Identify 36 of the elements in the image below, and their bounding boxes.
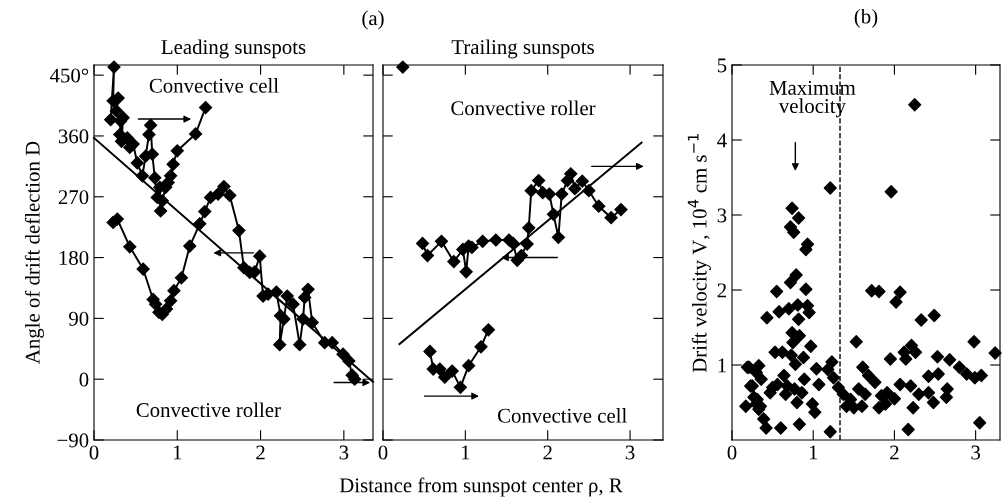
annotation: Convective cell — [497, 408, 627, 423]
y-tick-label: 4 — [717, 133, 727, 148]
annotation: Convective roller — [451, 100, 596, 116]
annotation: Convective cell — [149, 78, 279, 93]
y-tick-label: 180 — [59, 250, 89, 265]
x-tick-label: 1 — [809, 445, 818, 460]
x-tick-label: 3 — [971, 445, 981, 460]
y-tick-label: 0 — [79, 372, 89, 387]
y-tick-label: 3 — [717, 208, 727, 223]
annotation: Convective roller — [136, 402, 281, 418]
y-tick-label: 1 — [718, 358, 726, 373]
chart-title: (b) — [854, 8, 878, 28]
y-tick-label: 360 — [58, 129, 89, 144]
y-axis-title: Angle of drift deflection D — [24, 141, 44, 364]
y-axis-title: Drift velocity V, 10$^{4}$ cm s$^{−1}$ — [687, 134, 711, 373]
x-tick-label: 0 — [89, 445, 99, 460]
x-tick-label: 3 — [339, 445, 349, 460]
y-tick-label: −90 — [57, 433, 89, 448]
text: (a) — [362, 10, 384, 30]
chart-title: Leading sunspots — [161, 39, 306, 59]
x-tick-label: 2 — [256, 445, 265, 460]
y-tick-label: 2 — [717, 283, 726, 298]
x-tick-label: 0 — [727, 445, 737, 460]
chart-title: Trailing sunspots — [451, 39, 594, 59]
x-tick-label: 3 — [625, 445, 635, 460]
x-axis-title: Distance from sunspot center ρ, R — [339, 477, 623, 497]
annotation: Maximum velocity — [769, 80, 856, 118]
x-tick-label: 0 — [378, 445, 388, 460]
x-tick-label: 2 — [543, 445, 552, 460]
y-tick-label: 450° — [49, 68, 89, 83]
y-tick-label: 270 — [58, 190, 89, 205]
y-tick-label: 5 — [717, 58, 727, 73]
y-tick-label: 90 — [68, 311, 89, 326]
x-tick-label: 1 — [173, 445, 182, 460]
x-tick-label: 2 — [890, 445, 899, 460]
x-tick-label: 1 — [461, 445, 470, 460]
